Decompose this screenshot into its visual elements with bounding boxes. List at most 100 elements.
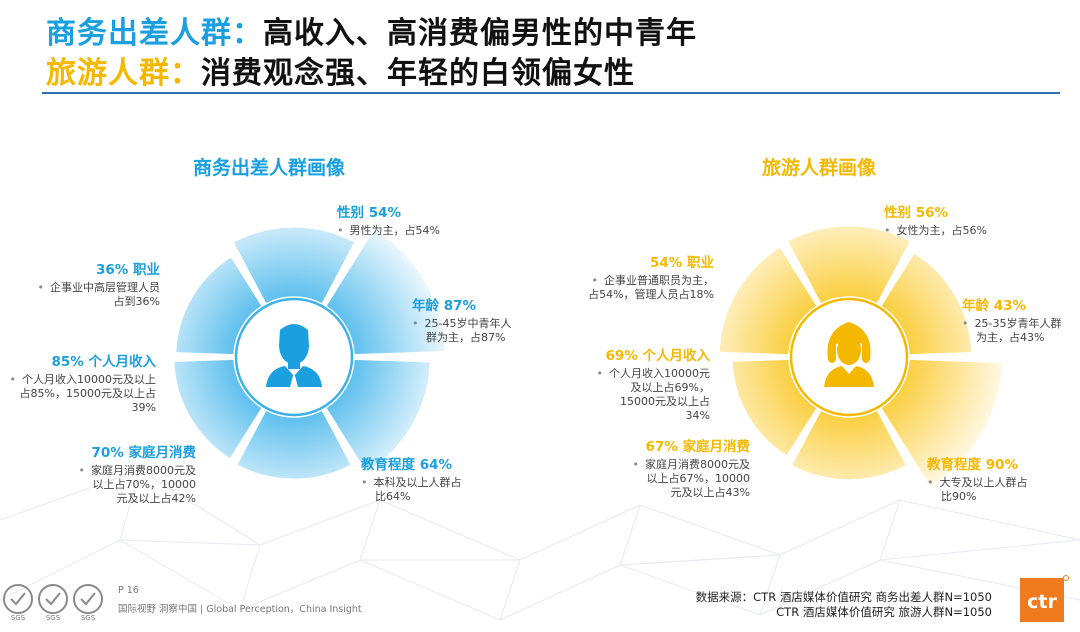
- tourism-petal-job: [718, 245, 819, 356]
- business-edu-label: 教育程度 64% • 本科及以上人群占 比64%: [361, 453, 462, 504]
- seal-label: SGS: [11, 614, 26, 622]
- tourism-income-line: 及以上占69%，: [630, 381, 710, 394]
- business-family-text: • 家庭月消费8000元及 以上占70%，10000 元及以上占42%: [78, 464, 197, 505]
- tourism-age-label: 年龄 43% • 25-35岁青年人群 为主，占43%: [962, 294, 1061, 345]
- business-age-label: 年龄 87% • 25-45岁中青年人 群为主，占87%: [412, 294, 511, 345]
- tourism-family-head: 67% 家庭月消费: [645, 439, 750, 455]
- business-family-line: 家庭月消费8000元及: [91, 464, 196, 477]
- tourism-income-line: 15000元及以上占: [620, 395, 710, 408]
- tourism-edu-label: 教育程度 90% • 大专及以上人群占 比90%: [927, 453, 1028, 504]
- male-user-icon: [266, 324, 322, 387]
- business-age-line: 25-45岁中青年人: [424, 317, 512, 330]
- business-job-line: 企事业中高层管理人员: [50, 281, 160, 294]
- business-petal-income: [172, 358, 264, 461]
- business-petal-job: [174, 255, 264, 356]
- tourism-age-line: 为主，占43%: [976, 331, 1045, 344]
- headline-tourism-label: 旅游人群：: [46, 56, 201, 91]
- tourism-edu-head: 教育程度 90%: [927, 457, 1019, 473]
- business-age-line: 群为主，占87%: [426, 331, 506, 344]
- business-family-line: 以上占70%，10000: [92, 478, 196, 491]
- source-line: CTR 酒店媒体价值研究 旅游人群N=1050: [776, 605, 992, 619]
- headline-business: 商务出差人群：高收入、高消费偏男性的中青年: [46, 8, 697, 52]
- business-job-line: 占到36%: [113, 295, 160, 308]
- business-income-line: 占85%，15000元及以上占: [19, 387, 156, 400]
- tourism-family-line: 以上占67%，10000: [646, 472, 750, 485]
- business-family-line: 元及以上占42%: [116, 492, 196, 505]
- footer-tagline: 国际视野 洞察中国 | Global Perception，China Insi…: [118, 604, 362, 615]
- business-income-head: 85% 个人月收入: [51, 354, 156, 370]
- tourism-petal-age: [879, 251, 973, 356]
- business-edu-line: 比64%: [375, 490, 411, 503]
- tourism-age-line: 25-35岁青年人群: [974, 317, 1062, 330]
- tourism-edu-line: 比90%: [941, 490, 977, 503]
- tourism-income-text: • 个人月收入10000元 及以上占69%， 15000元及以上占 34%: [596, 367, 711, 422]
- business-age-text: • 25-45岁中青年人 群为主，占87%: [412, 317, 512, 344]
- business-job-text: • 企事业中高层管理人员 占到36%: [37, 281, 161, 308]
- business-edu-line: 本科及以上人群占: [373, 476, 462, 489]
- tourism-gender-line: 女性为主，占56%: [896, 224, 987, 237]
- business-gender-line: 男性为主，占54%: [349, 224, 440, 237]
- tourism-gender-text: • 女性为主，占56%: [884, 224, 987, 237]
- business-petal-family: [235, 408, 353, 480]
- tourism-income-head: 69% 个人月收入: [605, 348, 710, 364]
- tourism-gender-head: 性别 56%: [884, 205, 949, 221]
- business-job-head: 36% 职业: [95, 262, 160, 278]
- ctr-logo: ctr: [1014, 574, 1070, 624]
- headline-tourism-text: 消费观念强、年轻的白领偏女性: [201, 56, 635, 91]
- certification-seals: SGS SGS SGS: [2, 582, 108, 626]
- tourism-job-label: 54% 职业 • 企事业普通职员为主， 占54%，管理人员占18%: [588, 251, 714, 302]
- business-gender-label: 性别 54% • 男性为主，占54%: [337, 201, 440, 238]
- tourism-income-label: 69% 个人月收入 • 个人月收入10000元 及以上占69%， 15000元及以…: [597, 344, 711, 423]
- ctr-logo-text: ctr: [1027, 591, 1057, 613]
- tourism-family-label: 67% 家庭月消费 • 家庭月消费8000元及 以上占67%，10000 元及以上…: [633, 435, 751, 500]
- business-petal-edu: [324, 358, 432, 474]
- tourism-gender-label: 性别 56% • 女性为主，占56%: [884, 201, 987, 238]
- tourism-income-line: 个人月收入10000元: [609, 367, 710, 380]
- tourism-edu-line: 大专及以上人群占: [939, 476, 1028, 489]
- tourism-petal-income: [731, 358, 819, 458]
- business-petal-gender: [231, 226, 357, 306]
- tourism-petal-gender: [786, 224, 912, 306]
- headline-tourism: 旅游人群：消费观念强、年轻的白领偏女性: [46, 48, 635, 92]
- business-age-head: 年龄 87%: [412, 298, 477, 314]
- business-gender-head: 性别 54%: [337, 205, 402, 221]
- page-number: P 16: [118, 585, 139, 596]
- business-income-text: • 个人月收入10000元及以上 占85%，15000元及以上占 39%: [9, 373, 157, 414]
- tourism-income-line: 34%: [685, 409, 710, 422]
- tourism-petal-edu: [879, 358, 1004, 489]
- tourism-job-line: 占54%，管理人员占18%: [588, 288, 714, 301]
- tourism-family-line: 元及以上占43%: [670, 486, 750, 499]
- tourism-petal-family: [790, 408, 908, 481]
- business-edu-text: • 本科及以上人群占 比64%: [361, 476, 462, 503]
- tourism-age-head: 年龄 43%: [962, 298, 1027, 314]
- business-family-label: 70% 家庭月消费 • 家庭月消费8000元及 以上占70%，10000 元及以上…: [79, 441, 197, 506]
- business-panel-title: 商务出差人群画像: [193, 157, 346, 179]
- tourism-job-text: • 企事业普通职员为主， 占54%，管理人员占18%: [588, 274, 714, 301]
- business-gender-text: • 男性为主，占54%: [337, 224, 440, 237]
- business-job-label: 36% 职业 • 企事业中高层管理人员 占到36%: [38, 258, 161, 309]
- seal-label: SGS: [46, 614, 61, 622]
- tourism-job-head: 54% 职业: [649, 255, 714, 271]
- headline-business-text: 高收入、高消费偏男性的中青年: [263, 16, 697, 51]
- tourism-age-text: • 25-35岁青年人群 为主，占43%: [962, 317, 1062, 344]
- source-line: 数据来源：CTR 酒店媒体价值研究 商务出差人群N=1050: [695, 590, 992, 604]
- tourism-family-line: 家庭月消费8000元及: [645, 458, 750, 471]
- data-source: 数据来源：CTR 酒店媒体价值研究 商务出差人群N=1050 CTR 酒店媒体价…: [696, 590, 992, 620]
- tourism-panel-title: 旅游人群画像: [762, 157, 877, 179]
- business-family-head: 70% 家庭月消费: [91, 445, 196, 461]
- tourism-job-line: 企事业普通职员为主，: [604, 274, 714, 287]
- headline-business-label: 商务出差人群：: [46, 16, 263, 51]
- business-income-line: 39%: [131, 401, 156, 414]
- seal-label: SGS: [81, 614, 96, 622]
- header-divider: [42, 92, 1060, 94]
- business-petal-age: [324, 227, 447, 356]
- business-edu-head: 教育程度 64%: [361, 457, 453, 473]
- female-user-icon: [824, 322, 874, 387]
- business-income-line: 个人月收入10000元及以上: [22, 373, 156, 386]
- tourism-family-text: • 家庭月消费8000元及 以上占67%，10000 元及以上占43%: [632, 458, 751, 499]
- business-income-label: 85% 个人月收入 • 个人月收入10000元及以上 占85%，15000元及以上…: [10, 350, 157, 415]
- tourism-edu-text: • 大专及以上人群占 比90%: [927, 476, 1028, 503]
